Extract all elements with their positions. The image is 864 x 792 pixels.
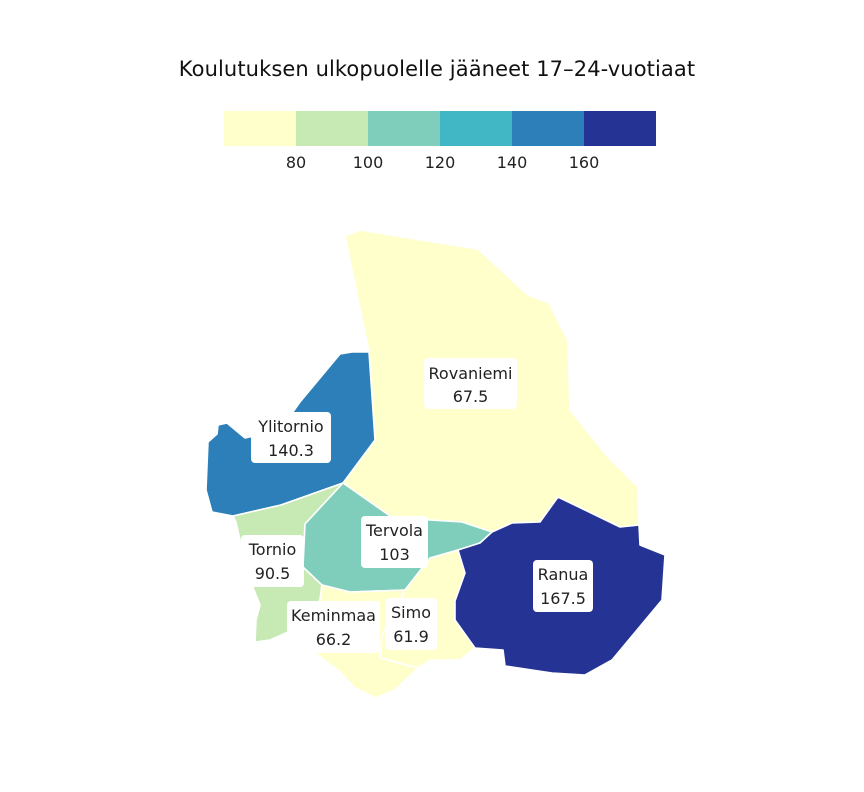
- label-value-rovaniemi: 67.5: [453, 387, 489, 406]
- label-box-tornio: [241, 535, 304, 587]
- legend-swatch-6: [584, 111, 656, 146]
- label-name-rovaniemi: Rovaniemi: [429, 364, 513, 383]
- label-name-tornio: Tornio: [248, 540, 297, 559]
- label-keminmaa: Keminmaa 66.2: [287, 601, 380, 653]
- label-box-keminmaa: [287, 601, 380, 653]
- label-value-tornio: 90.5: [255, 564, 291, 583]
- label-box-simo: [385, 598, 437, 650]
- label-name-tervola: Tervola: [365, 521, 423, 540]
- label-box-rovaniemi: [424, 358, 517, 409]
- legend-swatch-1: [224, 111, 296, 146]
- label-box-tervola: [361, 516, 428, 568]
- legend-tick-100: 100: [352, 153, 384, 172]
- legend-tick-80: 80: [285, 153, 307, 172]
- label-box-ranua: [533, 560, 593, 612]
- legend-tick-120: 120: [424, 153, 456, 172]
- label-value-tervola: 103: [379, 545, 410, 564]
- label-value-ylitornio: 140.3: [268, 441, 314, 460]
- legend-swatch-3: [368, 111, 440, 146]
- label-rovaniemi: Rovaniemi 67.5: [424, 358, 517, 409]
- label-value-simo: 61.9: [393, 627, 429, 646]
- color-legend: [224, 111, 656, 146]
- label-name-ranua: Ranua: [538, 565, 589, 584]
- legend-swatch-2: [296, 111, 368, 146]
- legend-tick-140: 140: [496, 153, 528, 172]
- label-value-ranua: 167.5: [540, 589, 586, 608]
- label-name-ylitornio: Ylitornio: [257, 417, 323, 436]
- label-box-ylitornio: [251, 412, 331, 463]
- label-ranua: Ranua 167.5: [533, 560, 593, 612]
- label-ylitornio: Ylitornio 140.3: [251, 412, 331, 463]
- label-name-simo: Simo: [391, 603, 431, 622]
- label-value-keminmaa: 66.2: [316, 630, 352, 649]
- label-tornio: Tornio 90.5: [241, 535, 304, 587]
- label-name-keminmaa: Keminmaa: [291, 606, 376, 625]
- legend-swatch-4: [440, 111, 512, 146]
- legend-swatch-5: [512, 111, 584, 146]
- legend-tick-160: 160: [568, 153, 600, 172]
- label-simo: Simo 61.9: [385, 598, 437, 650]
- map-title: Koulutuksen ulkopuolelle jääneet 17–24-v…: [178, 57, 696, 81]
- label-tervola: Tervola 103: [361, 516, 428, 568]
